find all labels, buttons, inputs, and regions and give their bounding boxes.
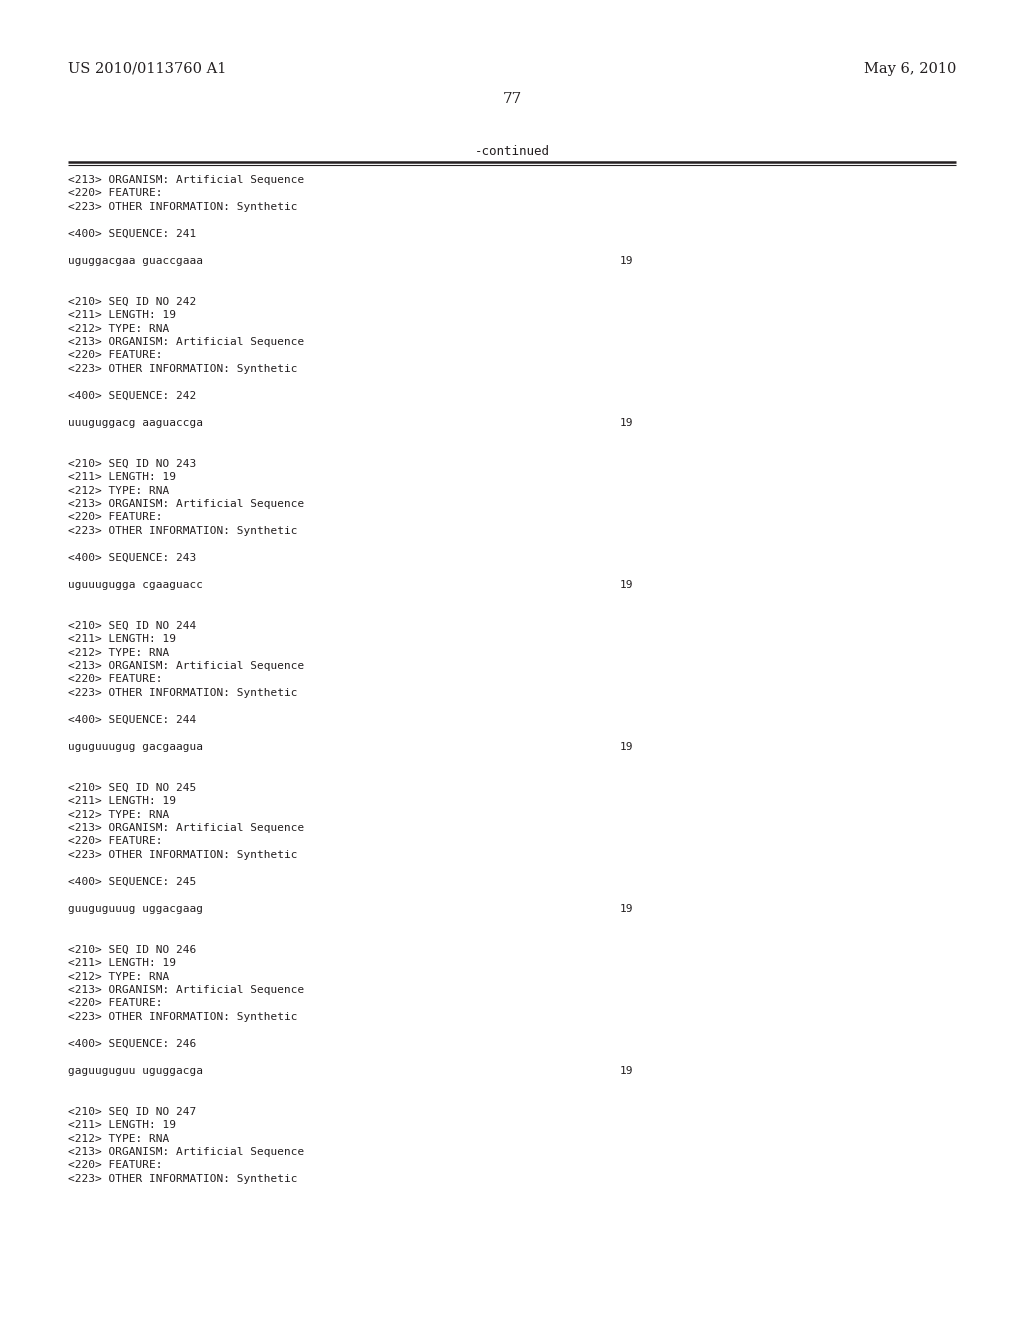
Text: <223> OTHER INFORMATION: Synthetic: <223> OTHER INFORMATION: Synthetic bbox=[68, 688, 298, 698]
Text: uguguuugug gacgaagua: uguguuugug gacgaagua bbox=[68, 742, 203, 752]
Text: <210> SEQ ID NO 242: <210> SEQ ID NO 242 bbox=[68, 297, 197, 306]
Text: <210> SEQ ID NO 244: <210> SEQ ID NO 244 bbox=[68, 620, 197, 631]
Text: <210> SEQ ID NO 246: <210> SEQ ID NO 246 bbox=[68, 945, 197, 954]
Text: uuuguggacg aaguaccga: uuuguggacg aaguaccga bbox=[68, 418, 203, 428]
Text: <400> SEQUENCE: 246: <400> SEQUENCE: 246 bbox=[68, 1039, 197, 1049]
Text: US 2010/0113760 A1: US 2010/0113760 A1 bbox=[68, 62, 226, 77]
Text: <211> LENGTH: 19: <211> LENGTH: 19 bbox=[68, 634, 176, 644]
Text: <213> ORGANISM: Artificial Sequence: <213> ORGANISM: Artificial Sequence bbox=[68, 176, 304, 185]
Text: <223> OTHER INFORMATION: Synthetic: <223> OTHER INFORMATION: Synthetic bbox=[68, 1012, 298, 1022]
Text: <220> FEATURE:: <220> FEATURE: bbox=[68, 837, 163, 846]
Text: 19: 19 bbox=[620, 418, 634, 428]
Text: <212> TYPE: RNA: <212> TYPE: RNA bbox=[68, 1134, 169, 1143]
Text: <400> SEQUENCE: 245: <400> SEQUENCE: 245 bbox=[68, 876, 197, 887]
Text: <220> FEATURE:: <220> FEATURE: bbox=[68, 512, 163, 523]
Text: <212> TYPE: RNA: <212> TYPE: RNA bbox=[68, 323, 169, 334]
Text: <220> FEATURE:: <220> FEATURE: bbox=[68, 675, 163, 685]
Text: 19: 19 bbox=[620, 256, 634, 267]
Text: 19: 19 bbox=[620, 742, 634, 752]
Text: <220> FEATURE:: <220> FEATURE: bbox=[68, 1160, 163, 1171]
Text: <400> SEQUENCE: 243: <400> SEQUENCE: 243 bbox=[68, 553, 197, 564]
Text: May 6, 2010: May 6, 2010 bbox=[863, 62, 956, 77]
Text: <220> FEATURE:: <220> FEATURE: bbox=[68, 351, 163, 360]
Text: <213> ORGANISM: Artificial Sequence: <213> ORGANISM: Artificial Sequence bbox=[68, 822, 304, 833]
Text: <213> ORGANISM: Artificial Sequence: <213> ORGANISM: Artificial Sequence bbox=[68, 661, 304, 671]
Text: 19: 19 bbox=[620, 579, 634, 590]
Text: <213> ORGANISM: Artificial Sequence: <213> ORGANISM: Artificial Sequence bbox=[68, 1147, 304, 1158]
Text: <212> TYPE: RNA: <212> TYPE: RNA bbox=[68, 972, 169, 982]
Text: <400> SEQUENCE: 241: <400> SEQUENCE: 241 bbox=[68, 228, 197, 239]
Text: <400> SEQUENCE: 244: <400> SEQUENCE: 244 bbox=[68, 715, 197, 725]
Text: <400> SEQUENCE: 242: <400> SEQUENCE: 242 bbox=[68, 391, 197, 401]
Text: <213> ORGANISM: Artificial Sequence: <213> ORGANISM: Artificial Sequence bbox=[68, 499, 304, 510]
Text: <211> LENGTH: 19: <211> LENGTH: 19 bbox=[68, 958, 176, 968]
Text: <210> SEQ ID NO 245: <210> SEQ ID NO 245 bbox=[68, 783, 197, 792]
Text: <223> OTHER INFORMATION: Synthetic: <223> OTHER INFORMATION: Synthetic bbox=[68, 1173, 298, 1184]
Text: gaguuguguu uguggacga: gaguuguguu uguggacga bbox=[68, 1067, 203, 1076]
Text: 77: 77 bbox=[503, 92, 521, 106]
Text: <212> TYPE: RNA: <212> TYPE: RNA bbox=[68, 809, 169, 820]
Text: <223> OTHER INFORMATION: Synthetic: <223> OTHER INFORMATION: Synthetic bbox=[68, 202, 298, 213]
Text: <211> LENGTH: 19: <211> LENGTH: 19 bbox=[68, 796, 176, 807]
Text: guuguguuug uggacgaag: guuguguuug uggacgaag bbox=[68, 904, 203, 913]
Text: <210> SEQ ID NO 243: <210> SEQ ID NO 243 bbox=[68, 458, 197, 469]
Text: <223> OTHER INFORMATION: Synthetic: <223> OTHER INFORMATION: Synthetic bbox=[68, 525, 298, 536]
Text: <211> LENGTH: 19: <211> LENGTH: 19 bbox=[68, 473, 176, 482]
Text: uguuugugga cgaaguacc: uguuugugga cgaaguacc bbox=[68, 579, 203, 590]
Text: <212> TYPE: RNA: <212> TYPE: RNA bbox=[68, 486, 169, 495]
Text: <223> OTHER INFORMATION: Synthetic: <223> OTHER INFORMATION: Synthetic bbox=[68, 364, 298, 374]
Text: <211> LENGTH: 19: <211> LENGTH: 19 bbox=[68, 310, 176, 319]
Text: <213> ORGANISM: Artificial Sequence: <213> ORGANISM: Artificial Sequence bbox=[68, 337, 304, 347]
Text: <220> FEATURE:: <220> FEATURE: bbox=[68, 189, 163, 198]
Text: <212> TYPE: RNA: <212> TYPE: RNA bbox=[68, 648, 169, 657]
Text: 19: 19 bbox=[620, 1067, 634, 1076]
Text: -continued: -continued bbox=[474, 145, 550, 158]
Text: <213> ORGANISM: Artificial Sequence: <213> ORGANISM: Artificial Sequence bbox=[68, 985, 304, 995]
Text: uguggacgaa guaccgaaa: uguggacgaa guaccgaaa bbox=[68, 256, 203, 267]
Text: <220> FEATURE:: <220> FEATURE: bbox=[68, 998, 163, 1008]
Text: <211> LENGTH: 19: <211> LENGTH: 19 bbox=[68, 1119, 176, 1130]
Text: 19: 19 bbox=[620, 904, 634, 913]
Text: <210> SEQ ID NO 247: <210> SEQ ID NO 247 bbox=[68, 1106, 197, 1117]
Text: <223> OTHER INFORMATION: Synthetic: <223> OTHER INFORMATION: Synthetic bbox=[68, 850, 298, 861]
